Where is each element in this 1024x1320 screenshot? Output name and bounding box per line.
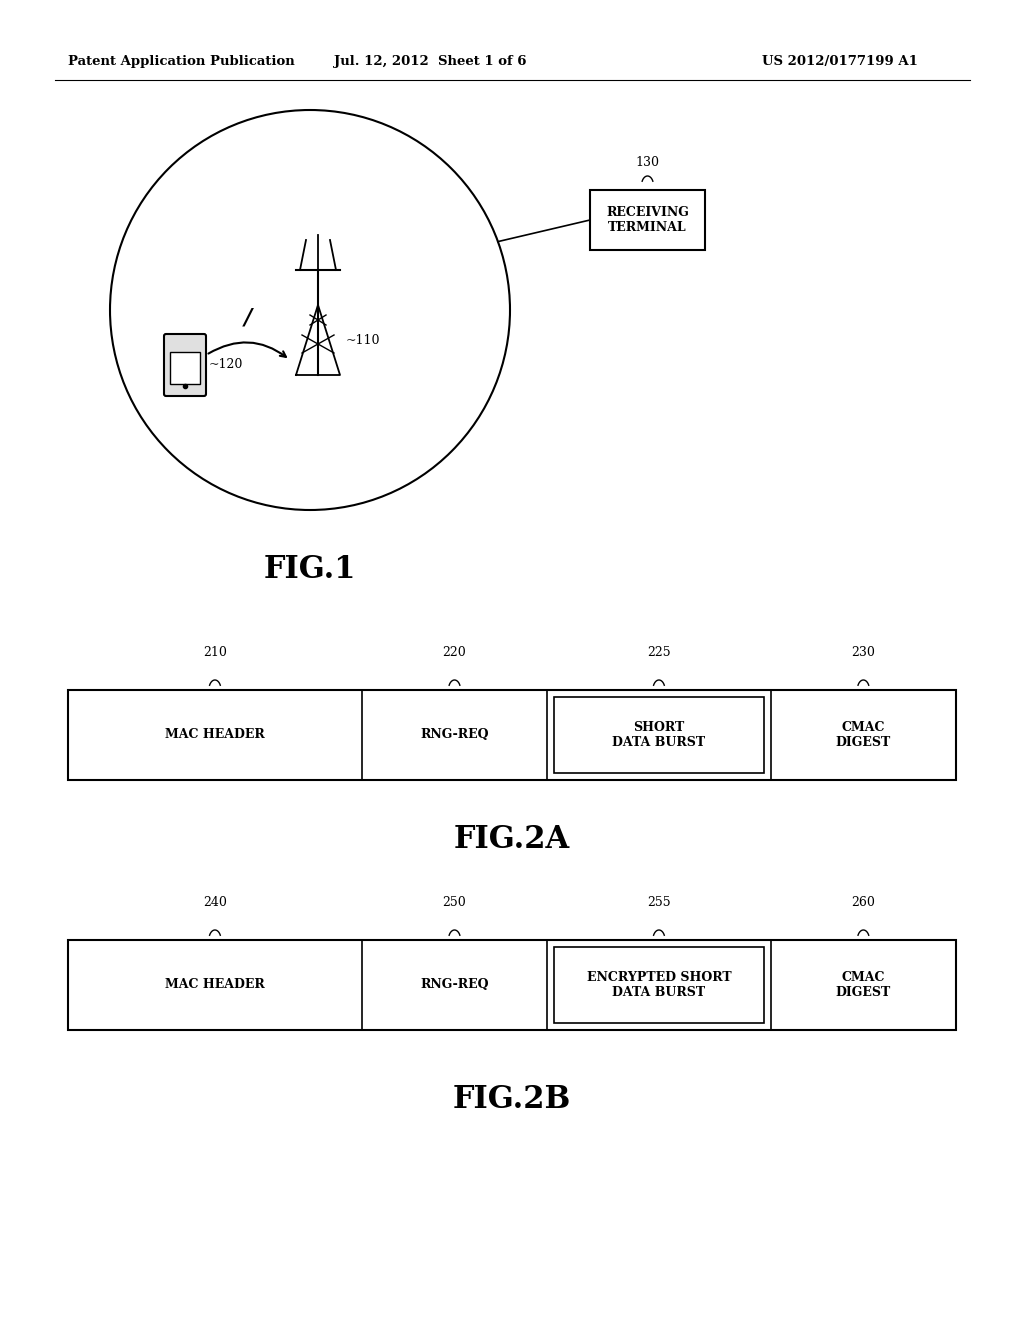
Text: 220: 220 [442,645,466,659]
Text: /: / [244,308,252,329]
Text: Patent Application Publication: Patent Application Publication [68,55,295,69]
Bar [68,690,956,780]
Text: RNG-REQ: RNG-REQ [420,978,488,991]
Text: 255: 255 [647,895,671,908]
Text: RNG-REQ: RNG-REQ [420,729,488,742]
Text: ENCRYPTED SHORT
DATA BURST: ENCRYPTED SHORT DATA BURST [587,972,731,999]
Text: ~110: ~110 [346,334,381,346]
Text: FIG.2B: FIG.2B [453,1085,571,1115]
Text: 130: 130 [636,156,659,169]
Bar [590,190,705,249]
Text: 260: 260 [851,895,876,908]
Text: CMAC
DIGEST: CMAC DIGEST [836,972,891,999]
Text: 250: 250 [442,895,466,908]
Text: 210: 210 [203,645,227,659]
Text: ~120: ~120 [209,359,244,371]
Bar [68,940,956,1030]
Text: FIG.2A: FIG.2A [454,825,570,855]
Text: CMAC
DIGEST: CMAC DIGEST [836,721,891,748]
Text: MAC HEADER: MAC HEADER [165,729,265,742]
Text: FIG.1: FIG.1 [264,554,356,586]
Text: Jul. 12, 2012  Sheet 1 of 6: Jul. 12, 2012 Sheet 1 of 6 [334,55,526,69]
FancyBboxPatch shape [164,334,206,396]
Text: RECEIVING
TERMINAL: RECEIVING TERMINAL [606,206,689,234]
Bar [554,697,764,774]
Bar [554,946,764,1023]
Text: 240: 240 [203,895,227,908]
Text: 230: 230 [851,645,876,659]
Text: SHORT
DATA BURST: SHORT DATA BURST [612,721,706,748]
Text: US 2012/0177199 A1: US 2012/0177199 A1 [762,55,918,69]
Bar [170,352,200,384]
Text: 225: 225 [647,645,671,659]
Text: MAC HEADER: MAC HEADER [165,978,265,991]
